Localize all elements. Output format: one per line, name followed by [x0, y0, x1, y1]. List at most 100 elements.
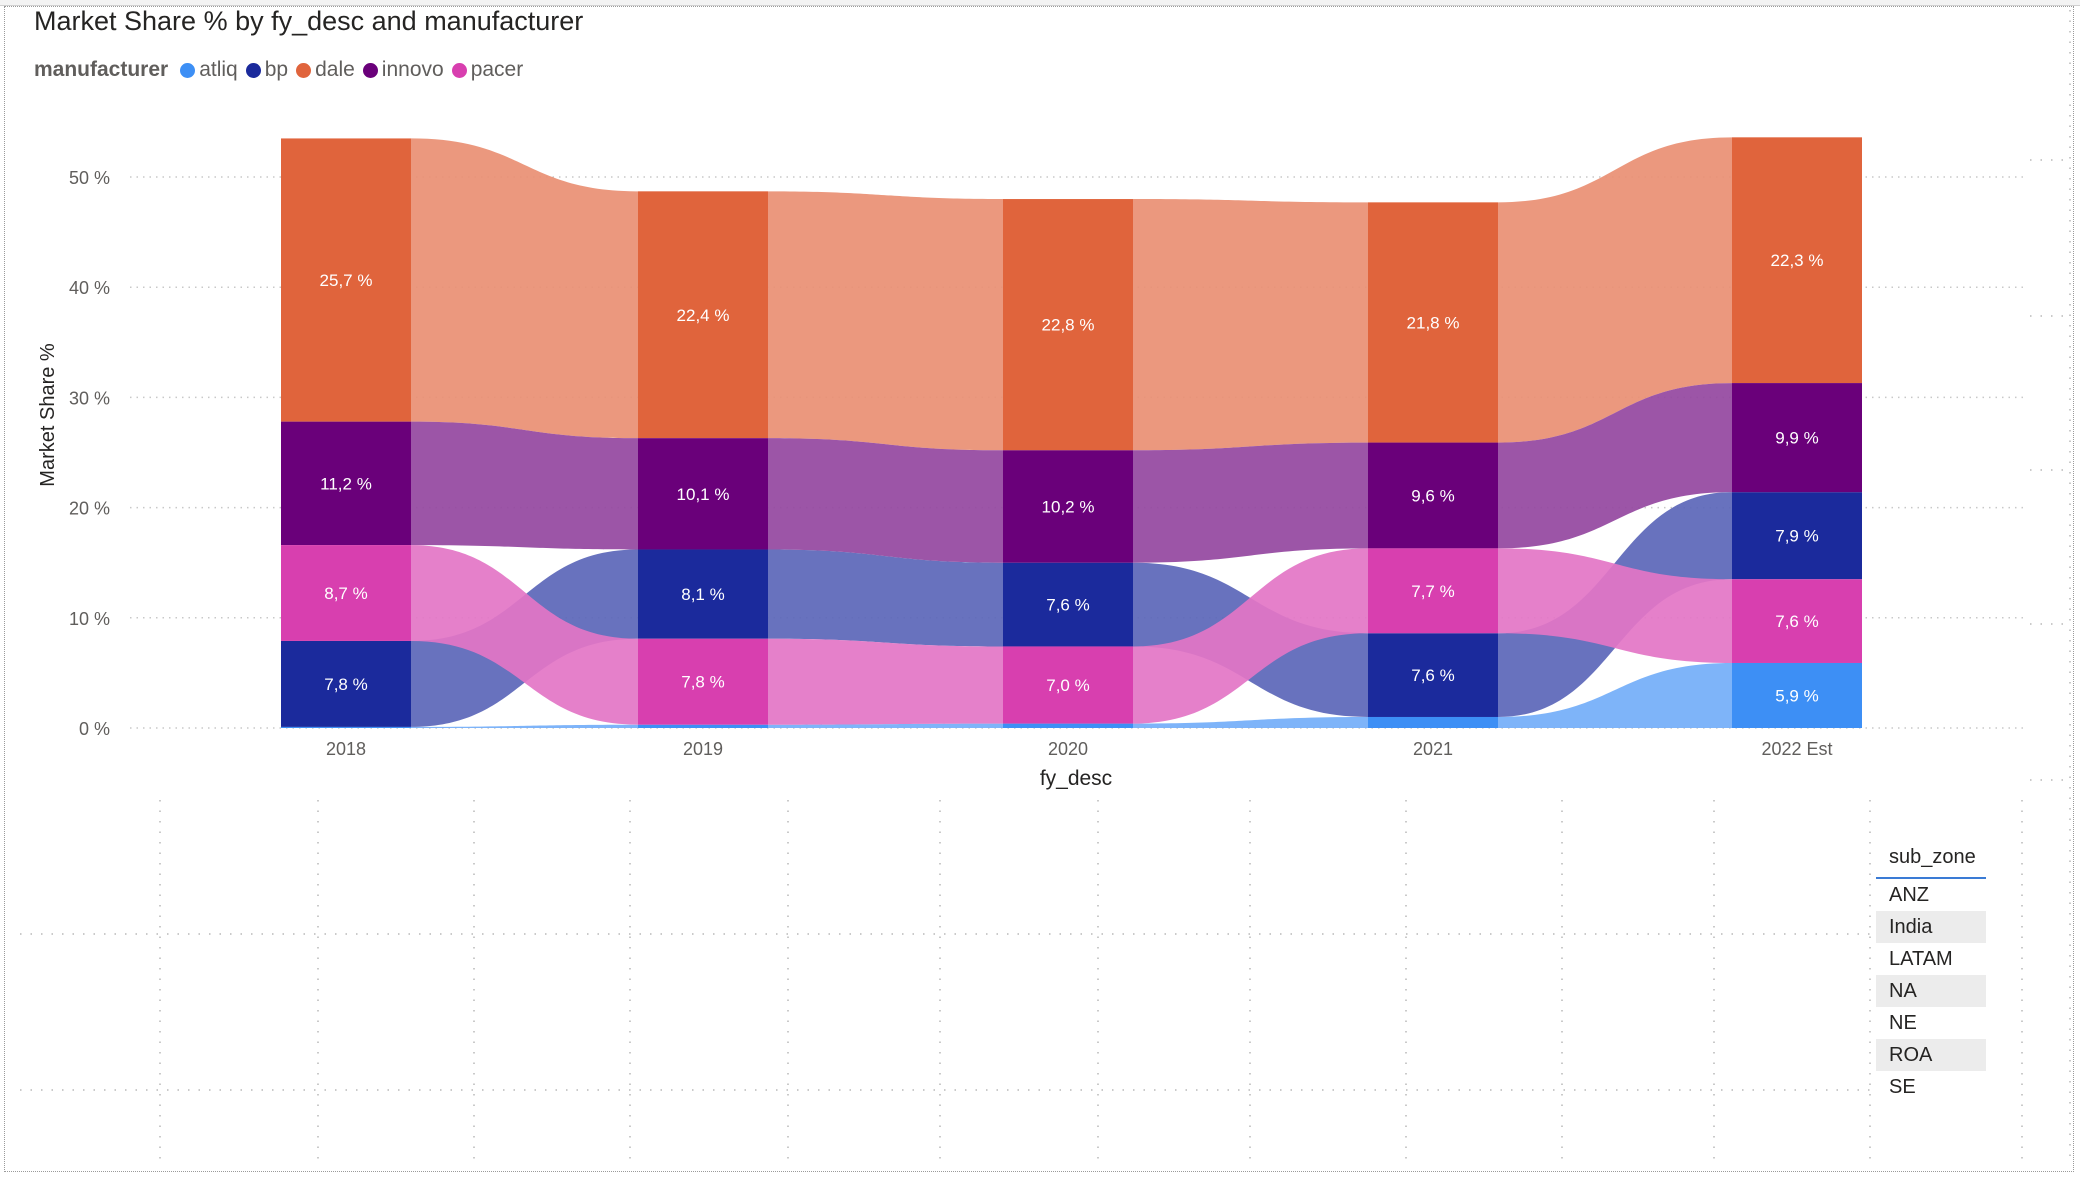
data-label: 7,7 %	[1411, 582, 1454, 601]
bar-pacer-2021[interactable]	[1368, 548, 1498, 634]
ribbon-dale[interactable]	[1133, 199, 1368, 451]
ribbon-innovo[interactable]	[411, 421, 638, 550]
legend-marker-innovo	[362, 62, 378, 78]
bar-innovo-2021[interactable]	[1368, 442, 1498, 549]
y-tick-label: 40 %	[69, 278, 110, 298]
bar-innovo-2020[interactable]	[1003, 450, 1133, 563]
bar-atliq-2022-Est[interactable]	[1732, 662, 1862, 728]
bar-pacer-2019[interactable]	[638, 638, 768, 725]
bar-dale-2020[interactable]	[1003, 199, 1133, 451]
legend-item-bp[interactable]: bp	[245, 58, 288, 82]
data-label: 5,9 %	[1775, 686, 1818, 705]
bar-bp-2018[interactable]	[281, 640, 411, 727]
data-label: 10,2 %	[1042, 497, 1095, 516]
slicer-item-anz[interactable]: ANZ	[1889, 884, 1929, 906]
data-label: 9,6 %	[1411, 486, 1454, 505]
data-label: 22,4 %	[677, 306, 730, 325]
bar-atliq-2018[interactable]	[281, 726, 411, 728]
slicer-item-ne[interactable]: NE	[1889, 1012, 1917, 1034]
legend-title: manufacturer	[34, 58, 169, 81]
bar-dale-2022-Est[interactable]	[1732, 137, 1862, 384]
data-label: 21,8 %	[1407, 313, 1460, 332]
slicer-item-latam[interactable]: LATAM	[1889, 948, 1953, 970]
legend-item-innovo[interactable]: innovo	[362, 58, 444, 82]
legend-label-pacer: pacer	[470, 58, 524, 81]
legend-marker-pacer	[451, 62, 467, 78]
data-label: 25,7 %	[320, 271, 373, 290]
y-gridlines: 0 % 10 % 20 % 30 % 40 % 50 %	[69, 168, 2025, 739]
data-label: 7,6 %	[1411, 666, 1454, 685]
bar-atliq-2021[interactable]	[1368, 716, 1498, 728]
slicer-list: ANZ India LATAM NA NE ROA SE	[1876, 879, 1986, 1103]
x-tick-label: 2021	[1413, 739, 1453, 759]
ribbon-atliq[interactable]	[411, 724, 638, 728]
data-label: 22,8 %	[1042, 316, 1095, 335]
bar-bp-2021[interactable]	[1368, 633, 1498, 717]
data-label: 7,6 %	[1775, 612, 1818, 631]
bar-dale-2021[interactable]	[1368, 202, 1498, 443]
ribbon-atliq[interactable]	[1498, 662, 1732, 728]
x-tick-label: 2019	[683, 739, 723, 759]
ribbon-pacer[interactable]	[1498, 548, 1732, 663]
bar-innovo-2022-Est[interactable]	[1732, 383, 1862, 493]
data-label: 7,0 %	[1046, 676, 1089, 695]
bar-bp-2019[interactable]	[638, 549, 768, 639]
ribbon-bp[interactable]	[768, 549, 1003, 647]
data-label: 11,2 %	[320, 474, 372, 493]
data-label: 7,8 %	[324, 675, 367, 694]
ribbon-toolbar-strip	[0, 0, 2080, 6]
bar-innovo-2019[interactable]	[638, 438, 768, 550]
ribbon-atliq[interactable]	[768, 723, 1003, 728]
ribbon-innovo[interactable]	[768, 438, 1003, 563]
chart-title: Market Share % by fy_desc and manufactur…	[34, 6, 584, 36]
legend-marker-dale	[296, 62, 312, 78]
ribbon-pacer[interactable]	[768, 638, 1003, 725]
bar-bp-2020[interactable]	[1003, 562, 1133, 647]
ribbon-atliq[interactable]	[1133, 716, 1368, 728]
legend-item-pacer[interactable]: pacer	[451, 58, 524, 82]
bar-innovo-2018[interactable]	[281, 421, 411, 546]
slicer-item-roa[interactable]: ROA	[1876, 1039, 1986, 1071]
x-tick-label: 2022 Est	[1761, 739, 1832, 759]
legend-marker-atliq	[180, 62, 196, 78]
legend-item-dale[interactable]: dale	[296, 58, 355, 82]
ribbon-dale[interactable]	[768, 191, 1003, 451]
report-canvas	[4, 6, 2074, 1172]
y-tick-label: 50 %	[69, 168, 110, 188]
y-tick-label: 0 %	[79, 719, 110, 739]
bar-atliq-2020[interactable]	[1003, 723, 1133, 728]
ribbon-pacer[interactable]	[411, 545, 638, 725]
bar-dale-2019[interactable]	[638, 191, 768, 439]
ribbon-dale[interactable]	[411, 138, 638, 439]
y-tick-label: 20 %	[69, 499, 110, 519]
x-tick-label: 2020	[1048, 739, 1088, 759]
chart-legend[interactable]: manufacturer atliq bp dale innovo pacer	[34, 54, 531, 86]
legend-label-atliq: atliq	[199, 58, 238, 81]
y-tick-label: 30 %	[69, 388, 110, 408]
ribbon-dale[interactable]	[1498, 137, 1732, 443]
ribbon-pacer[interactable]	[1133, 548, 1368, 724]
data-label: 7,9 %	[1775, 527, 1818, 546]
bar-dale-2018[interactable]	[281, 138, 411, 422]
slicer-item-india[interactable]: India	[1876, 911, 1986, 943]
data-label: 8,1 %	[681, 585, 724, 604]
bar-pacer-2022-Est[interactable]	[1732, 579, 1862, 663]
y-tick-label: 10 %	[69, 609, 110, 629]
ribbons	[411, 137, 1732, 728]
ribbon-innovo[interactable]	[1133, 442, 1368, 563]
bar-bp-2022-Est[interactable]	[1732, 492, 1862, 580]
ribbon-innovo[interactable]	[1498, 383, 1732, 549]
slicer-item-se[interactable]: SE	[1889, 1076, 1916, 1098]
legend-item-atliq[interactable]: atliq	[180, 58, 238, 82]
x-axis-label: fy_desc	[1040, 767, 1112, 790]
sub-zone-slicer[interactable]: sub_zone ANZ India LATAM NA NE ROA SE	[1876, 842, 1986, 1103]
bar-atliq-2019[interactable]	[638, 724, 768, 728]
legend-label-innovo: innovo	[381, 58, 444, 81]
data-label: 7,8 %	[681, 673, 724, 692]
data-label: 22,3 %	[1771, 251, 1824, 270]
bar-pacer-2020[interactable]	[1003, 646, 1133, 724]
bar-pacer-2018[interactable]	[281, 545, 411, 641]
slicer-header: sub_zone	[1876, 842, 1986, 879]
slicer-item-na[interactable]: NA	[1876, 975, 1986, 1007]
